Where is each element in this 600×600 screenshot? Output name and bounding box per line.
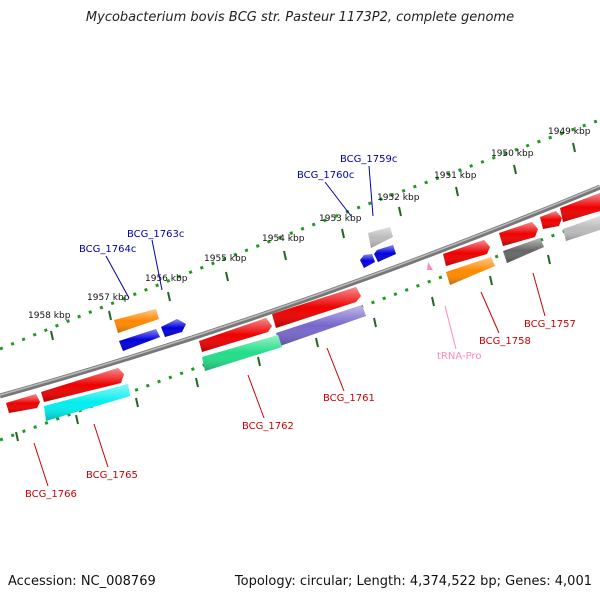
gene-feature[interactable] bbox=[443, 240, 490, 266]
tick-label-1954: 1954 kbp bbox=[262, 234, 305, 244]
tick-label-1955: 1955 kbp bbox=[204, 254, 247, 264]
tick-label-1950: 1950 kbp bbox=[491, 149, 534, 159]
label-BCG_1766[interactable]: BCG_1766 bbox=[25, 489, 77, 500]
tick-label-1949: 1949 kbp bbox=[548, 127, 591, 137]
tick-label-1956: 1956 kbp bbox=[145, 274, 188, 284]
label-BCG_1759c[interactable]: BCG_1759c bbox=[340, 154, 397, 165]
gene-feature[interactable] bbox=[114, 309, 159, 333]
gene-features bbox=[6, 193, 600, 421]
genome-summary-text: Topology: circular; Length: 4,374,522 bp… bbox=[234, 574, 592, 589]
label-tRNA-Pro[interactable]: tRNA-Pro bbox=[437, 351, 481, 362]
gene-feature[interactable] bbox=[563, 216, 600, 241]
gene-feature-BCG_1759c[interactable] bbox=[368, 227, 393, 248]
tick-label-1952: 1952 kbp bbox=[377, 193, 420, 203]
tick-label-1958: 1958 kbp bbox=[28, 311, 71, 321]
gene-labels: BCG_1759c BCG_1760c BCG_1763c BCG_1764c … bbox=[25, 154, 576, 500]
gene-feature[interactable] bbox=[499, 222, 538, 246]
gene-feature-BCG_1759c-arrow[interactable] bbox=[374, 245, 396, 262]
backbone-highlight bbox=[0, 185, 600, 396]
gene-feature-BCG_1764c[interactable] bbox=[119, 329, 160, 351]
label-BCG_1765[interactable]: BCG_1765 bbox=[86, 470, 138, 481]
gene-feature-BCG_1760c[interactable] bbox=[360, 254, 375, 268]
outer-tick-track bbox=[0, 118, 600, 351]
gene-feature[interactable] bbox=[41, 368, 124, 402]
label-BCG_1760c[interactable]: BCG_1760c bbox=[297, 170, 354, 181]
label-leaders bbox=[33, 165, 546, 487]
tick-label-1953: 1953 kbp bbox=[319, 214, 362, 224]
genome-backbone bbox=[0, 184, 600, 399]
gene-feature-BCG_1757[interactable] bbox=[503, 238, 544, 263]
gene-feature[interactable] bbox=[540, 211, 562, 229]
tick-label-1951: 1951 kbp bbox=[434, 171, 477, 181]
label-BCG_1761[interactable]: BCG_1761 bbox=[323, 393, 375, 404]
gene-feature-BCG_1758[interactable] bbox=[446, 257, 495, 285]
gene-feature-BCG_1766[interactable] bbox=[6, 394, 40, 413]
label-BCG_1757[interactable]: BCG_1757 bbox=[524, 319, 576, 330]
gene-feature-BCG_1763c[interactable] bbox=[161, 319, 186, 337]
gene-feature-BCG_1761[interactable] bbox=[276, 305, 366, 346]
label-BCG_1758[interactable]: BCG_1758 bbox=[479, 336, 531, 347]
gene-feature-BCG_1762[interactable] bbox=[202, 335, 282, 371]
tick-labels: 1949 kbp 1950 kbp 1951 kbp 1952 kbp 1953… bbox=[28, 127, 591, 321]
label-BCG_1764c[interactable]: BCG_1764c bbox=[79, 244, 136, 255]
major-ticks bbox=[15, 142, 576, 442]
gene-feature[interactable] bbox=[272, 287, 361, 328]
label-BCG_1762[interactable]: BCG_1762 bbox=[242, 421, 294, 432]
gene-feature[interactable] bbox=[199, 318, 272, 352]
map-title: Mycobacterium bovis BCG str. Pasteur 117… bbox=[85, 10, 515, 25]
trna-pro-feature[interactable] bbox=[427, 262, 433, 270]
gene-feature[interactable] bbox=[560, 193, 600, 222]
tick-label-1957: 1957 kbp bbox=[87, 293, 130, 303]
label-BCG_1763c[interactable]: BCG_1763c bbox=[127, 229, 184, 240]
accession-text: Accession: NC_008769 bbox=[8, 574, 156, 589]
gene-feature-BCG_1765[interactable] bbox=[44, 384, 130, 421]
